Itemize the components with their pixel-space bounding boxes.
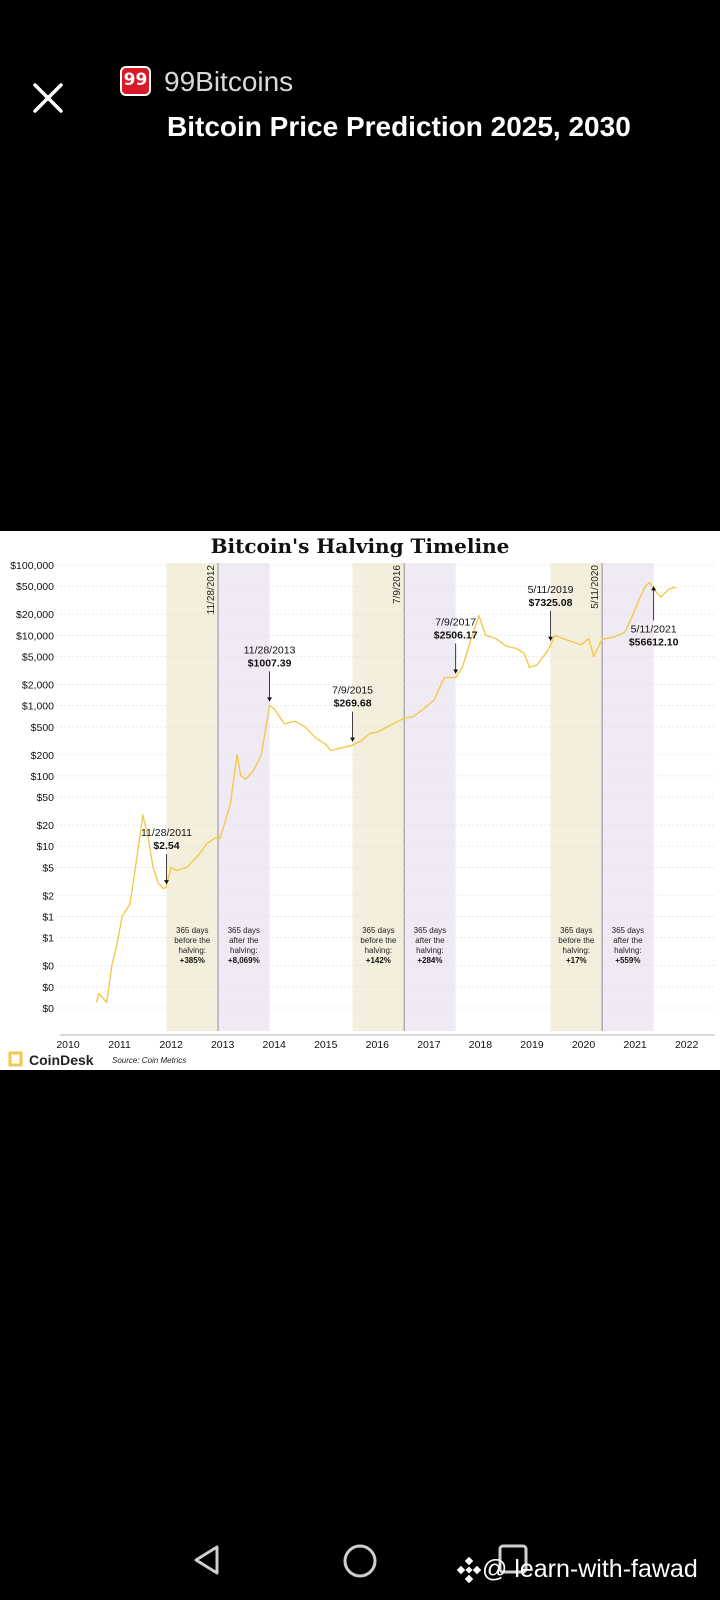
band-label-line: 365 days — [414, 926, 446, 935]
x-tick-label: 2012 — [159, 1039, 183, 1051]
y-tick-label: $10 — [36, 841, 54, 853]
band-label-line: halving: — [416, 946, 444, 955]
site-name: 99Bitcoins — [164, 66, 294, 97]
annotation-price: $7325.08 — [529, 597, 573, 609]
halving-date-label: 11/28/2012 — [206, 565, 217, 615]
y-tick-label: $1 — [42, 912, 54, 924]
annotation-date: 7/9/2015 — [332, 685, 373, 697]
y-tick-label: $0 — [42, 961, 54, 973]
price-series-line — [95, 581, 677, 1004]
y-tick-label: $100 — [31, 771, 55, 783]
home-circle-icon[interactable] — [342, 1543, 378, 1579]
back-triangle-icon[interactable] — [190, 1543, 224, 1577]
source-label: Source: Coin Metrics — [112, 1056, 186, 1065]
watermark-text: @ learn-with-fawad — [482, 1555, 698, 1583]
band-label-line: after the — [613, 936, 643, 945]
site-logo: 99 — [120, 66, 151, 96]
halving-date-label: 7/9/2016 — [392, 565, 403, 604]
band-label-line: 365 days — [228, 926, 260, 935]
y-tick-label: $1,000 — [22, 701, 54, 713]
band-pct-label: +8,069% — [228, 956, 260, 965]
watermark: @ learn-with-fawad — [456, 1555, 698, 1584]
x-tick-label: 2014 — [263, 1039, 287, 1051]
y-tick-label: $10,000 — [16, 630, 54, 642]
x-tick-label: 2017 — [417, 1039, 441, 1051]
coindesk-logo: CoinDesk — [8, 1051, 94, 1068]
band-pct-label: +284% — [417, 956, 442, 965]
x-tick-label: 2010 — [56, 1039, 80, 1051]
x-tick-label: 2018 — [469, 1039, 493, 1051]
band-label-line: halving: — [230, 946, 258, 955]
annotation-arrowhead — [267, 697, 273, 702]
y-tick-label: $20 — [36, 820, 54, 832]
band-label-line: halving: — [614, 946, 642, 955]
band-label-line: after the — [415, 936, 445, 945]
y-tick-label: $2 — [42, 890, 54, 902]
band-label-line: before the — [360, 936, 397, 945]
system-nav-bar — [0, 1530, 720, 1590]
annotation-date: 11/28/2011 — [141, 827, 192, 839]
x-tick-label: 2016 — [366, 1039, 390, 1051]
y-tick-label: $200 — [31, 750, 55, 762]
band-pct-label: +385% — [180, 956, 205, 965]
band-pct-label: +559% — [615, 956, 640, 965]
annotation-price: $269.68 — [334, 698, 372, 710]
annotation-date: 5/11/2021 — [631, 623, 677, 635]
annotation-arrowhead — [350, 737, 356, 742]
annotation-price: $2.54 — [153, 840, 179, 852]
y-tick-label: $0 — [42, 1003, 54, 1015]
y-tick-label: $1 — [42, 933, 54, 945]
band-label-line: halving: — [178, 946, 206, 955]
y-tick-label: $5 — [42, 862, 54, 874]
halving-timeline-chart: 365 days before the halving: +385% 365 days a… — [0, 531, 720, 1070]
annotation-arrowhead — [163, 880, 169, 885]
annotation-price: $1007.39 — [248, 657, 292, 669]
band-label-line: 365 days — [560, 926, 592, 935]
article-title: Bitcoin Price Prediction 2025, 2030 — [167, 111, 631, 142]
halving-date-label: 5/11/2020 — [590, 565, 601, 609]
y-tick-label: $20,000 — [16, 609, 54, 621]
y-tick-label: $0 — [42, 982, 54, 994]
close-icon[interactable] — [30, 80, 66, 116]
x-tick-label: 2020 — [572, 1039, 596, 1051]
recents-square-icon[interactable] — [496, 1542, 530, 1576]
annotation-date: 7/9/2017 — [435, 617, 476, 629]
y-tick-label: $50,000 — [16, 581, 54, 593]
y-tick-label: $50 — [36, 792, 54, 804]
annotation-price: $2506.17 — [434, 630, 478, 642]
x-tick-label: 2013 — [211, 1039, 235, 1051]
band-pct-label: +142% — [366, 956, 391, 965]
annotation-arrowhead — [453, 669, 459, 674]
y-tick-label: $2,000 — [22, 679, 54, 691]
band-label-line: before the — [558, 936, 595, 945]
brand-label: CoinDesk — [29, 1052, 94, 1068]
binance-icon — [456, 1557, 482, 1584]
x-tick-label: 2021 — [623, 1039, 647, 1051]
x-tick-label: 2019 — [520, 1039, 544, 1051]
y-tick-label: $5,000 — [22, 651, 54, 663]
band-label-line: before the — [174, 936, 211, 945]
band-label-line: halving: — [563, 946, 591, 955]
band-label-line: halving: — [365, 946, 393, 955]
annotation-date: 5/11/2019 — [528, 584, 574, 596]
x-tick-label: 2015 — [314, 1039, 338, 1051]
annotation-date: 11/28/2013 — [244, 644, 296, 656]
y-tick-label: $100,000 — [10, 560, 54, 572]
x-tick-label: 2022 — [675, 1039, 699, 1051]
annotation-arrowhead — [548, 636, 554, 641]
annotation-price: $56612.10 — [629, 636, 679, 648]
chart-title: Bitcoin's Halving Timeline — [211, 534, 510, 558]
band-pct-label: +17% — [566, 956, 587, 965]
y-tick-label: $500 — [31, 722, 55, 734]
band-label-line: 365 days — [176, 926, 208, 935]
x-tick-label: 2011 — [108, 1039, 131, 1051]
band-label-line: after the — [229, 936, 259, 945]
band-label-line: 365 days — [362, 926, 394, 935]
annotation-arrowhead — [651, 586, 657, 591]
band-label-line: 365 days — [612, 926, 644, 935]
